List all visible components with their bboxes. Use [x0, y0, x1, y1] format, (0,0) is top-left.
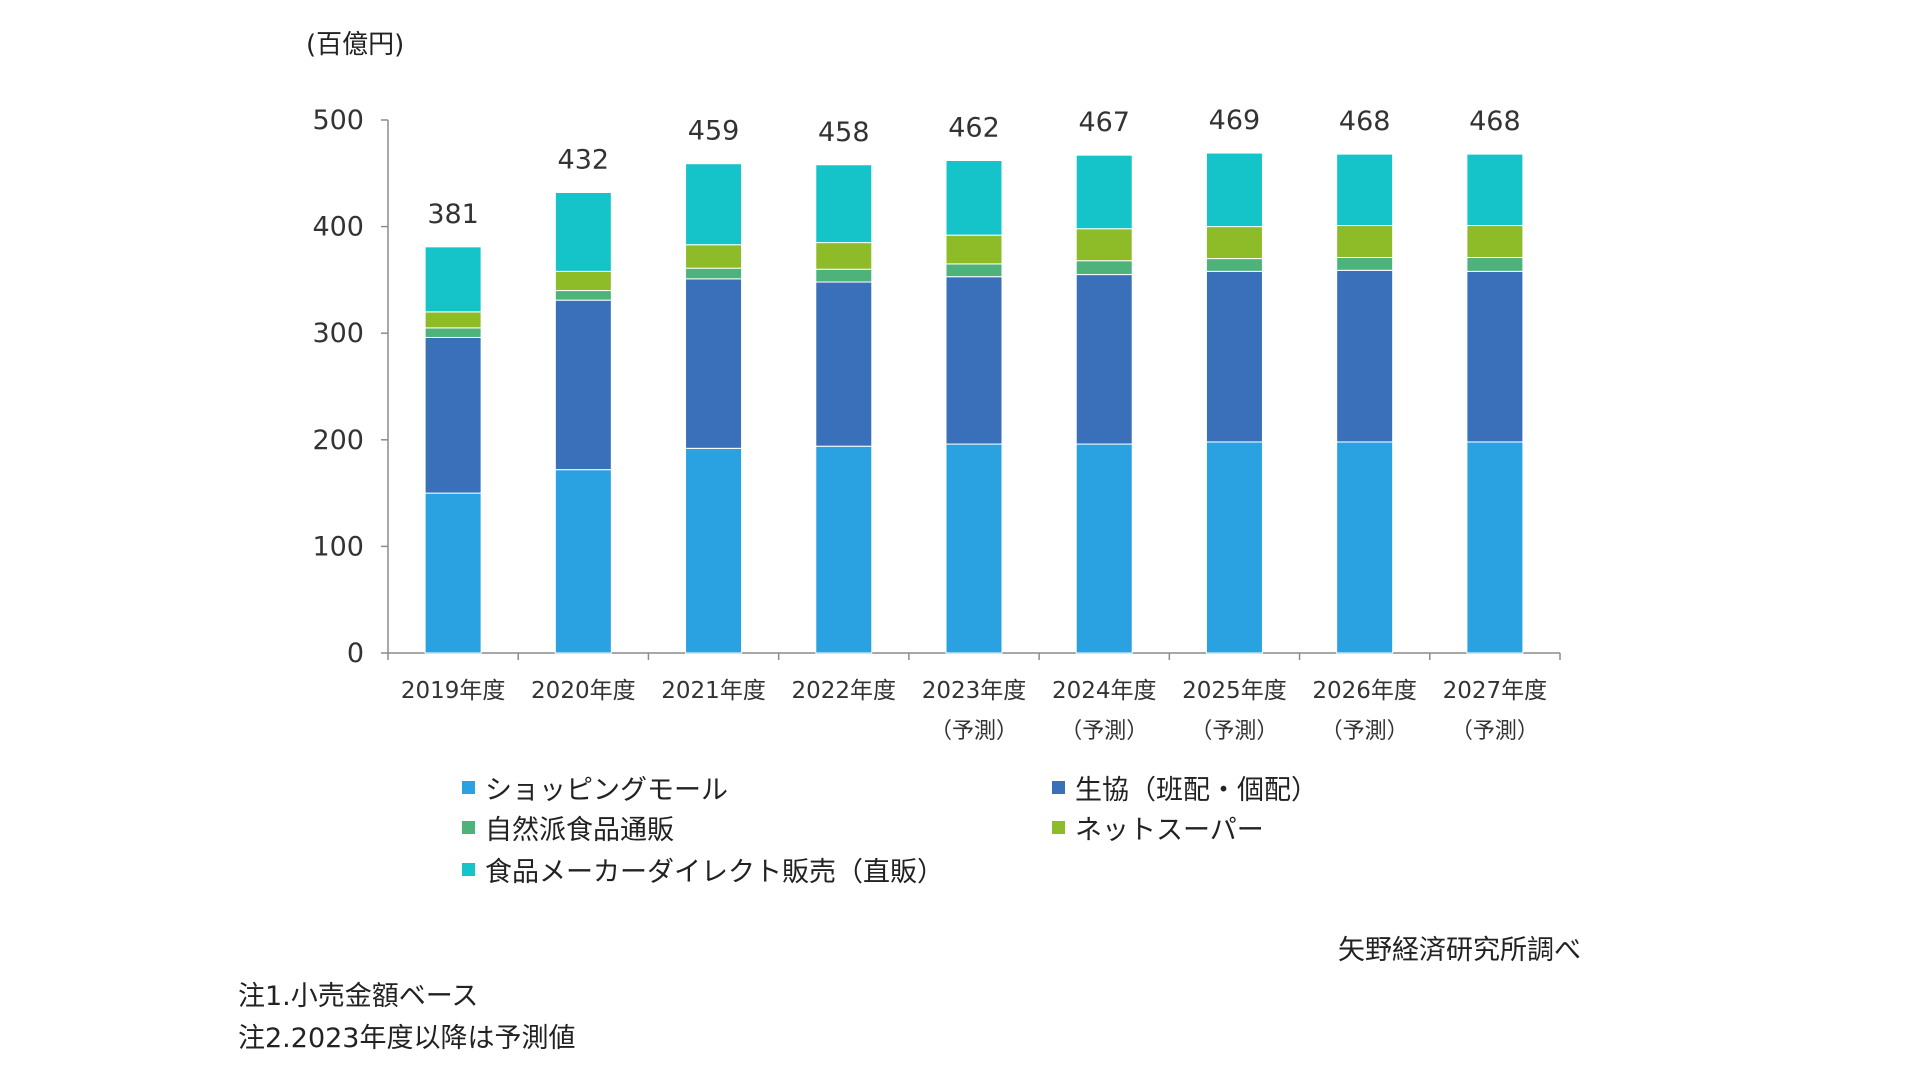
bar-segment-maker-direct: [685, 163, 743, 246]
bar-segment-maker-direct: [424, 246, 482, 313]
bar-segment-maker-direct: [1336, 153, 1394, 227]
x-category-label: 2023年度: [922, 678, 1027, 704]
x-category-label: 2024年度: [1052, 678, 1157, 704]
bar-segment-net-super: [1466, 225, 1524, 259]
bar-segment-shopping-mall: [424, 492, 482, 654]
bar-total-label: 467: [1078, 107, 1130, 138]
bar-segment-coop: [554, 299, 612, 471]
x-category-sublabel: （予測）: [930, 719, 1018, 744]
x-category-label: 2021年度: [661, 678, 766, 704]
x-category-sublabel: （予測）: [1321, 719, 1409, 744]
x-category-label: 2026年度: [1312, 678, 1417, 704]
bar-segment-net-super: [685, 244, 743, 269]
y-axis-unit-label: (百億円): [306, 30, 405, 60]
bar-segment-natural-food: [424, 327, 482, 338]
bar-segment-maker-direct: [1466, 153, 1524, 227]
bar-segment-net-super: [424, 311, 482, 329]
bar-segment-shopping-mall: [685, 447, 743, 654]
legend-item-shopping-mall: ショッピングモール: [462, 768, 728, 807]
bar-total-label: 469: [1209, 105, 1261, 136]
legend-swatch-shopping-mall: [462, 781, 475, 794]
legend-item-net-super: ネットスーパー: [1052, 808, 1264, 847]
note-1: 注1.小売金額ベース: [238, 981, 479, 1012]
bar-segment-shopping-mall: [554, 469, 612, 654]
chart-notes: 注1.小売金額ベース 注2.2023年度以降は予測値: [238, 976, 575, 1060]
x-category-sublabel: （予測）: [1451, 719, 1539, 744]
y-tick-label: 500: [312, 105, 364, 136]
bar-segment-shopping-mall: [945, 443, 1003, 654]
bar-segment-maker-direct: [1075, 154, 1133, 230]
bar-segment-maker-direct: [945, 160, 1003, 236]
bar-segment-net-super: [1336, 225, 1394, 259]
bar-total-label: 432: [558, 144, 610, 175]
legend-label-shopping-mall: ショッピングモール: [485, 775, 728, 806]
bar-segment-net-super: [1205, 226, 1263, 260]
y-tick-label: 200: [312, 425, 364, 456]
legend-item-maker-direct: 食品メーカーダイレクト販売（直販）: [462, 850, 944, 889]
bar-segment-net-super: [1075, 228, 1133, 262]
legend-swatch-coop: [1052, 781, 1065, 794]
bar-segment-natural-food: [1336, 257, 1394, 271]
x-category-label: 2020年度: [531, 678, 636, 704]
bar-segment-maker-direct: [815, 164, 873, 244]
x-category-label: 2027年度: [1443, 678, 1548, 704]
bar-segment-maker-direct: [554, 191, 612, 272]
chart-legend: ショッピングモール 生協（班配・個配） 自然派食品通販 ネットスーパー 食品メー…: [462, 768, 1362, 898]
bar-segment-coop: [945, 276, 1003, 445]
bar-segment-coop: [1205, 270, 1263, 443]
bar-segment-coop: [424, 336, 482, 494]
legend-item-coop: 生協（班配・個配）: [1052, 768, 1318, 807]
bar-segment-shopping-mall: [1205, 441, 1263, 654]
bar-total-label: 458: [818, 117, 870, 148]
x-category-sublabel: （予測）: [1190, 719, 1278, 744]
bar-segment-coop: [1336, 269, 1394, 443]
x-category-sublabel: （予測）: [1060, 719, 1148, 744]
bar-total-label: 468: [1469, 106, 1521, 137]
bar-segment-net-super: [815, 242, 873, 270]
bar-total-label: 381: [427, 199, 479, 230]
bar-segment-maker-direct: [1205, 152, 1263, 228]
bar-segment-coop: [685, 278, 743, 449]
y-tick-label: 300: [312, 318, 364, 349]
legend-label-coop: 生協（班配・個配）: [1075, 775, 1318, 806]
y-tick-label: 0: [347, 638, 364, 669]
legend-swatch-maker-direct: [462, 863, 475, 876]
bar-segment-natural-food: [1205, 258, 1263, 272]
bar-segment-natural-food: [1466, 257, 1524, 272]
legend-label-maker-direct: 食品メーカーダイレクト販売（直販）: [485, 857, 944, 888]
note-2: 注2.2023年度以降は予測値: [238, 1023, 576, 1054]
legend-label-net-super: ネットスーパー: [1075, 815, 1264, 846]
bar-segment-natural-food: [815, 268, 873, 283]
bar-segment-net-super: [554, 270, 612, 292]
bar-total-label: 462: [948, 113, 1000, 144]
bar-segment-coop: [815, 281, 873, 447]
x-category-label: 2022年度: [792, 678, 897, 704]
legend-swatch-natural-food: [462, 821, 475, 834]
bar-total-label: 459: [688, 116, 740, 147]
bar-segment-natural-food: [685, 267, 743, 280]
bar-segment-shopping-mall: [815, 445, 873, 654]
legend-label-natural-food: 自然派食品通販: [485, 815, 674, 846]
bar-segment-shopping-mall: [1075, 443, 1133, 654]
legend-swatch-net-super: [1052, 821, 1065, 834]
bar-segment-shopping-mall: [1466, 441, 1524, 654]
legend-item-natural-food: 自然派食品通販: [462, 808, 674, 847]
bar-segment-natural-food: [554, 290, 612, 301]
bar-segment-coop: [1075, 274, 1133, 445]
source-credit: 矢野経済研究所調べ: [1338, 935, 1581, 966]
bar-total-label: 468: [1339, 106, 1391, 137]
bar-segment-natural-food: [1075, 260, 1133, 276]
bar-segment-shopping-mall: [1336, 441, 1394, 654]
bar-segment-natural-food: [945, 263, 1003, 278]
y-tick-label: 400: [312, 212, 364, 243]
x-category-label: 2025年度: [1182, 678, 1287, 704]
bar-segment-coop: [1466, 270, 1524, 443]
bar-segment-net-super: [945, 234, 1003, 265]
y-tick-label: 100: [312, 531, 364, 562]
x-category-label: 2019年度: [401, 678, 506, 704]
